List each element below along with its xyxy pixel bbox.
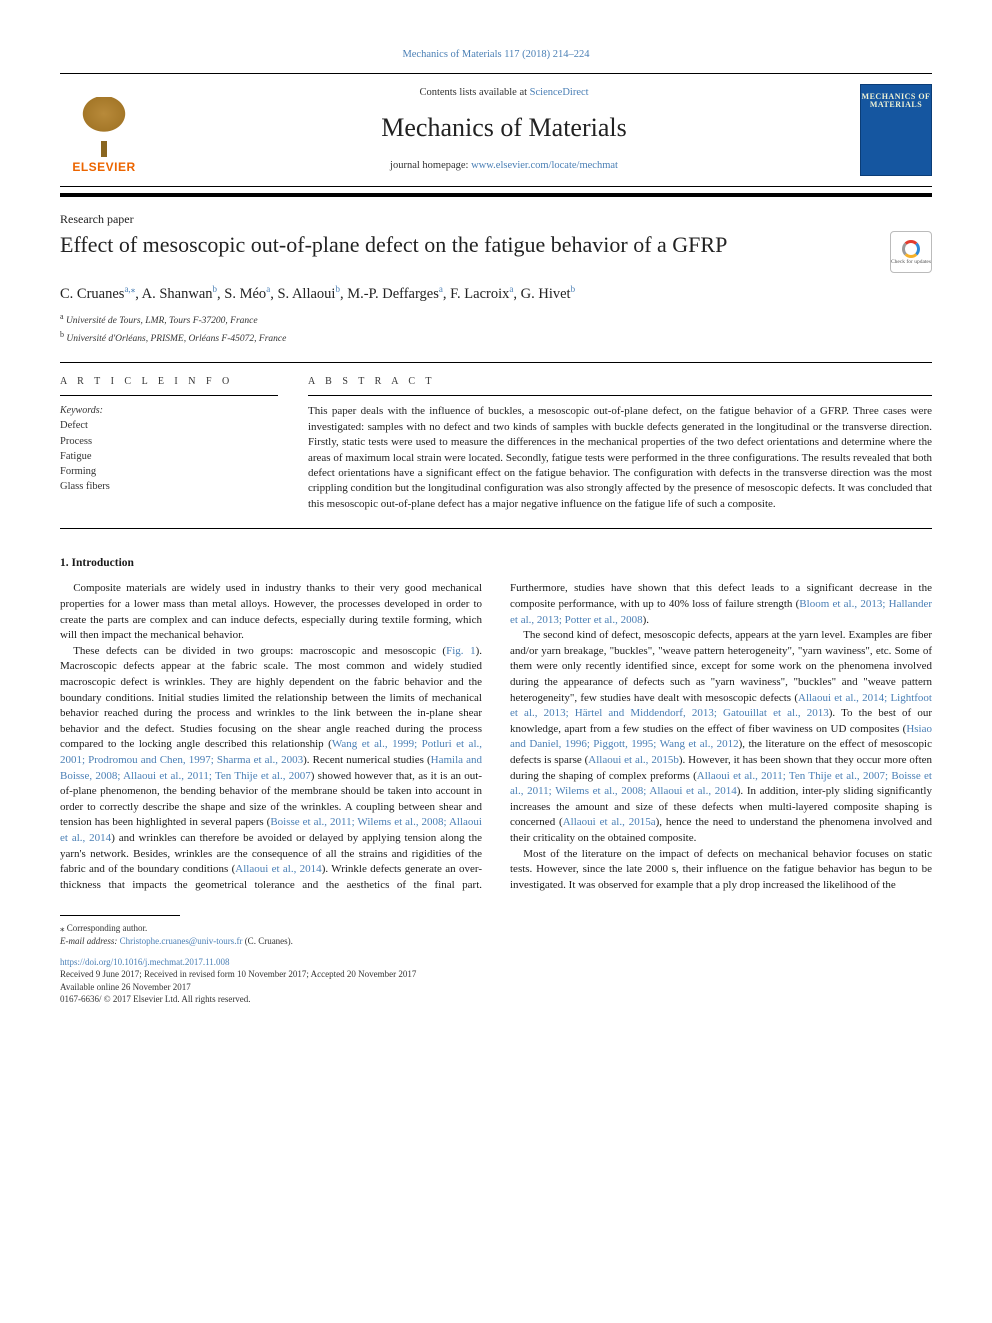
elsevier-tree-icon [67, 97, 141, 157]
article-info-column: A R T I C L E I N F O Keywords: Defect P… [60, 375, 278, 512]
corresponding-footnote: ⁎ Corresponding author. E-mail address: … [60, 922, 932, 947]
abs-rule [308, 395, 932, 396]
contents-prefix: Contents lists available at [419, 87, 529, 98]
mid-rule [60, 362, 932, 363]
elsevier-logo: ELSEVIER [60, 84, 148, 176]
journal-cover-thumb: MECHANICS OF MATERIALS [860, 84, 932, 176]
paper-type: Research paper [60, 211, 932, 228]
abstract-text: This paper deals with the influence of b… [308, 404, 932, 512]
affiliations: a Université de Tours, LMR, Tours F-3720… [60, 311, 932, 347]
contents-available-line: Contents lists available at ScienceDirec… [148, 86, 860, 101]
keyword-item: Fatigue [60, 449, 278, 464]
email-tail: (C. Cruanes). [242, 936, 293, 946]
title-row: Effect of mesoscopic out-of-plane defect… [60, 231, 932, 273]
keyword-item: Forming [60, 464, 278, 479]
section-1-title: 1. Introduction [60, 555, 932, 571]
footer-info: https://doi.org/10.1016/j.mechmat.2017.1… [60, 956, 932, 1006]
body-section: 1. Introduction Composite materials are … [60, 555, 932, 893]
available-line: Available online 26 November 2017 [60, 981, 932, 994]
elsevier-wordmark: ELSEVIER [72, 159, 135, 176]
article-title: Effect of mesoscopic out-of-plane defect… [60, 231, 727, 259]
thick-rule [60, 193, 932, 197]
keywords-head: Keywords: [60, 404, 278, 418]
body-paragraph: Composite materials are widely used in i… [60, 581, 482, 643]
keywords-list: Defect Process Fatigue Forming Glass fib… [60, 418, 278, 494]
body-paragraph: Most of the literature on the impact of … [510, 847, 932, 894]
abstract-head: A B S T R A C T [308, 375, 932, 389]
keyword-item: Process [60, 434, 278, 449]
email-label: E-mail address: [60, 936, 120, 946]
article-info-head: A R T I C L E I N F O [60, 375, 278, 389]
mid-rule-2 [60, 528, 932, 529]
crossmark-badge[interactable]: Check for updates [890, 231, 932, 273]
body-paragraph: The second kind of defect, mesoscopic de… [510, 628, 932, 847]
header-band: ELSEVIER Contents lists available at Sci… [60, 73, 932, 187]
affiliation-a: a Université de Tours, LMR, Tours F-3720… [60, 311, 932, 329]
crossmark-icon [902, 240, 920, 258]
body-two-column: Composite materials are widely used in i… [60, 581, 932, 893]
journal-homepage-line: journal homepage: www.elsevier.com/locat… [148, 159, 860, 174]
homepage-prefix: journal homepage: [390, 160, 471, 171]
info-abstract-row: A R T I C L E I N F O Keywords: Defect P… [60, 375, 932, 512]
doi-link[interactable]: https://doi.org/10.1016/j.mechmat.2017.1… [60, 956, 932, 969]
cover-title-text: MECHANICS OF MATERIALS [861, 93, 931, 111]
copyright-line: 0167-6636/ © 2017 Elsevier Ltd. All righ… [60, 993, 932, 1006]
crossmark-text: Check for updates [891, 260, 931, 266]
affiliation-b: b Université d'Orléans, PRISME, Orléans … [60, 329, 932, 347]
email-line: E-mail address: Christophe.cruanes@univ-… [60, 935, 932, 948]
ai-rule [60, 395, 278, 396]
authors-line: C. Cruanesa,⁎, A. Shanwanb, S. Méoa, S. … [60, 283, 932, 304]
journal-homepage-link[interactable]: www.elsevier.com/locate/mechmat [471, 160, 618, 171]
header-center: Contents lists available at ScienceDirec… [148, 86, 860, 174]
corresponding-author-label: ⁎ Corresponding author. [60, 922, 932, 935]
keyword-item: Glass fibers [60, 479, 278, 494]
citation-line: Mechanics of Materials 117 (2018) 214–22… [60, 48, 932, 63]
abstract-column: A B S T R A C T This paper deals with th… [308, 375, 932, 512]
received-line: Received 9 June 2017; Received in revise… [60, 968, 932, 981]
journal-title: Mechanics of Materials [148, 110, 860, 146]
sciencedirect-link[interactable]: ScienceDirect [530, 87, 589, 98]
footnote-rule [60, 915, 180, 916]
email-link[interactable]: Christophe.cruanes@univ-tours.fr [120, 936, 243, 946]
keyword-item: Defect [60, 418, 278, 433]
